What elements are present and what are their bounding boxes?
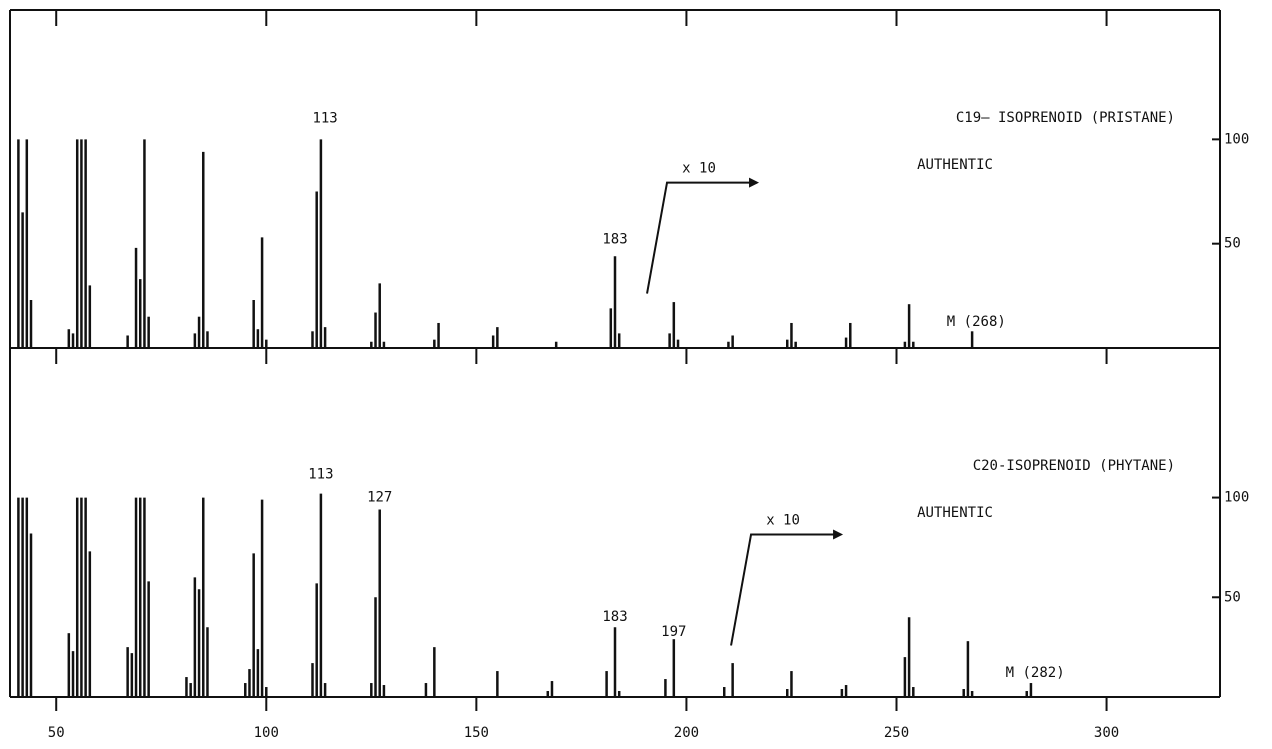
chart-subtitle: AUTHENTIC — [917, 157, 993, 173]
annotation: 113 — [312, 110, 337, 126]
x-tick-label: 50 — [48, 725, 65, 741]
x-tick-label: 200 — [674, 725, 699, 741]
annotation: x 10 — [682, 161, 716, 177]
arrow — [646, 181, 758, 294]
annotation: 197 — [661, 624, 686, 640]
arrow-head — [749, 177, 760, 188]
x-tick-label: 100 — [254, 725, 279, 741]
y-tick-label: 50 — [1224, 236, 1241, 252]
annotation: 183 — [602, 232, 627, 248]
annotation: x 10 — [766, 513, 800, 529]
annotation: 183 — [602, 609, 627, 625]
arrow — [730, 533, 842, 646]
chart-title: C19– ISOPRENOID (PRISTANE) — [956, 110, 1175, 126]
x-tick-label: 300 — [1094, 725, 1119, 741]
y-tick-label: 100 — [1224, 490, 1249, 506]
x-tick-label: 150 — [464, 725, 489, 741]
annotation: M (268) — [947, 314, 1006, 330]
annotation: 127 — [367, 490, 392, 506]
y-tick-label: 100 — [1224, 131, 1249, 147]
x-tick-label: 250 — [884, 725, 909, 741]
arrow-head — [833, 529, 844, 540]
chart-title: C20-ISOPRENOID (PHYTANE) — [973, 458, 1175, 474]
y-tick-label: 50 — [1224, 589, 1241, 605]
annotation: 113 — [308, 467, 333, 483]
annotation: M (282) — [1006, 665, 1065, 681]
chart-subtitle: AUTHENTIC — [917, 505, 993, 521]
